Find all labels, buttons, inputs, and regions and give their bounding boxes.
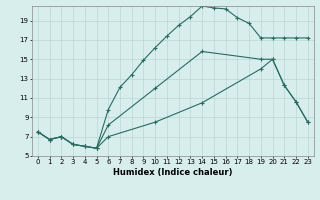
X-axis label: Humidex (Indice chaleur): Humidex (Indice chaleur) <box>113 168 233 177</box>
